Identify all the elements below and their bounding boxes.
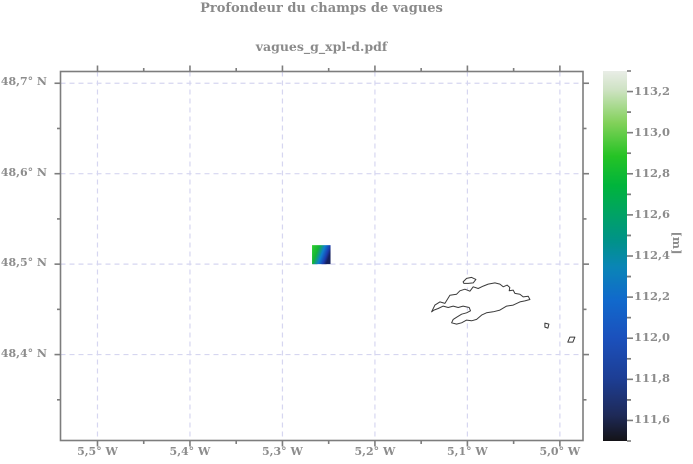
axes-frame bbox=[59, 70, 584, 442]
colorbar bbox=[603, 71, 627, 441]
colorbar-tick-label: 111,8 bbox=[634, 371, 671, 386]
x-tick-label: 5,1° W bbox=[446, 445, 488, 458]
x-tick-label: 5,3° W bbox=[262, 445, 303, 458]
coastline-islet bbox=[544, 322, 550, 329]
colorbar-tick-label: 112,2 bbox=[634, 289, 671, 304]
coastline-islet bbox=[462, 276, 477, 284]
colorbar-tick-label: 113,2 bbox=[634, 83, 671, 98]
x-tick-label: 5,4° W bbox=[169, 445, 211, 458]
x-tick-label: 5,0° W bbox=[539, 445, 581, 458]
plot-subtitle: vagues_g_xpl-d.pdf bbox=[255, 39, 388, 54]
colorbar-tick-label: 112,6 bbox=[634, 206, 671, 221]
colorbar-tick-label: 113,0 bbox=[634, 124, 671, 139]
wave-depth-patch bbox=[312, 245, 331, 265]
colorbar-tick-label: 112,4 bbox=[634, 248, 671, 262]
y-tick-label: 48,7° N bbox=[0, 75, 47, 89]
x-tick-label: 5,2° W bbox=[354, 445, 396, 458]
y-tick-label: 48,6° N bbox=[0, 165, 47, 179]
coastline-island bbox=[431, 282, 531, 325]
x-tick-label: 5,5° W bbox=[77, 445, 118, 458]
colorbar-tick-label: 112,0 bbox=[634, 330, 671, 345]
coastline-islet bbox=[567, 336, 576, 343]
colorbar-tick-label: 112,8 bbox=[634, 165, 671, 180]
page-title: Profondeur du champs de vagues bbox=[200, 1, 443, 16]
y-tick-label: 48,4° N bbox=[0, 346, 47, 360]
y-tick-label: 48,5° N bbox=[0, 256, 47, 270]
colorbar-tick-label: 111,6 bbox=[634, 412, 671, 427]
